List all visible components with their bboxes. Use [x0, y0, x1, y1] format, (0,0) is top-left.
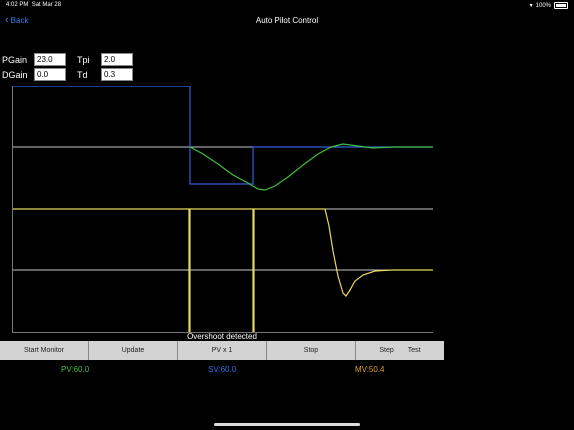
home-indicator [214, 423, 360, 426]
dgain-input[interactable]: 0.0 [34, 68, 66, 81]
response-plot [12, 85, 433, 333]
status-right: ▾ 100% [530, 2, 568, 9]
overshoot-message: Overshoot detected [187, 332, 257, 341]
pv-readout: PV:60.0 [61, 365, 90, 374]
test-label: Test [407, 347, 421, 354]
mv-readout: MV:50.4 [355, 365, 385, 374]
response-plot-svg [13, 85, 433, 333]
td-label: Td [77, 70, 88, 80]
pv-trace [189, 143, 433, 191]
control-toolbar: Start Monitor Update PV x 1 Stop Step Te… [0, 341, 444, 360]
dgain-label: DGain [2, 70, 28, 80]
sv-trace [13, 85, 433, 185]
mv-trace [13, 208, 433, 333]
step-test-button[interactable]: Step Test [356, 341, 444, 360]
sv-readout: SV:60.0 [208, 365, 237, 374]
pv-scale-button[interactable]: PV x 1 [178, 341, 267, 360]
status-bar: 4:02 PM Sat Mar 28 ▾ 100% [0, 0, 574, 12]
step-label: Step [379, 347, 394, 354]
td-input[interactable]: 0.3 [101, 68, 133, 81]
stop-button[interactable]: Stop [267, 341, 356, 360]
start-monitor-button[interactable]: Start Monitor [0, 341, 89, 360]
page-title: Auto Pilot Control [255, 16, 319, 25]
update-button[interactable]: Update [89, 341, 178, 360]
status-time-text: 4:02 PM [6, 2, 29, 8]
chevron-left-icon: ‹ [5, 14, 9, 26]
tpi-input[interactable]: 2.0 [101, 53, 133, 66]
tpi-label: Tpi [77, 55, 90, 65]
status-time: 4:02 PM Sat Mar 28 [6, 2, 61, 8]
pgain-input[interactable]: 23.0 [34, 53, 66, 66]
navigation-bar: ‹ Back Auto Pilot Control [0, 12, 574, 30]
back-label: Back [10, 15, 29, 25]
battery-percent: 100% [535, 2, 551, 9]
wifi-icon: ▾ [529, 3, 533, 9]
battery-icon [554, 2, 568, 9]
status-date-text: Sat Mar 28 [31, 2, 62, 8]
pgain-label: PGain [2, 55, 28, 65]
back-button[interactable]: ‹ Back [5, 14, 29, 26]
